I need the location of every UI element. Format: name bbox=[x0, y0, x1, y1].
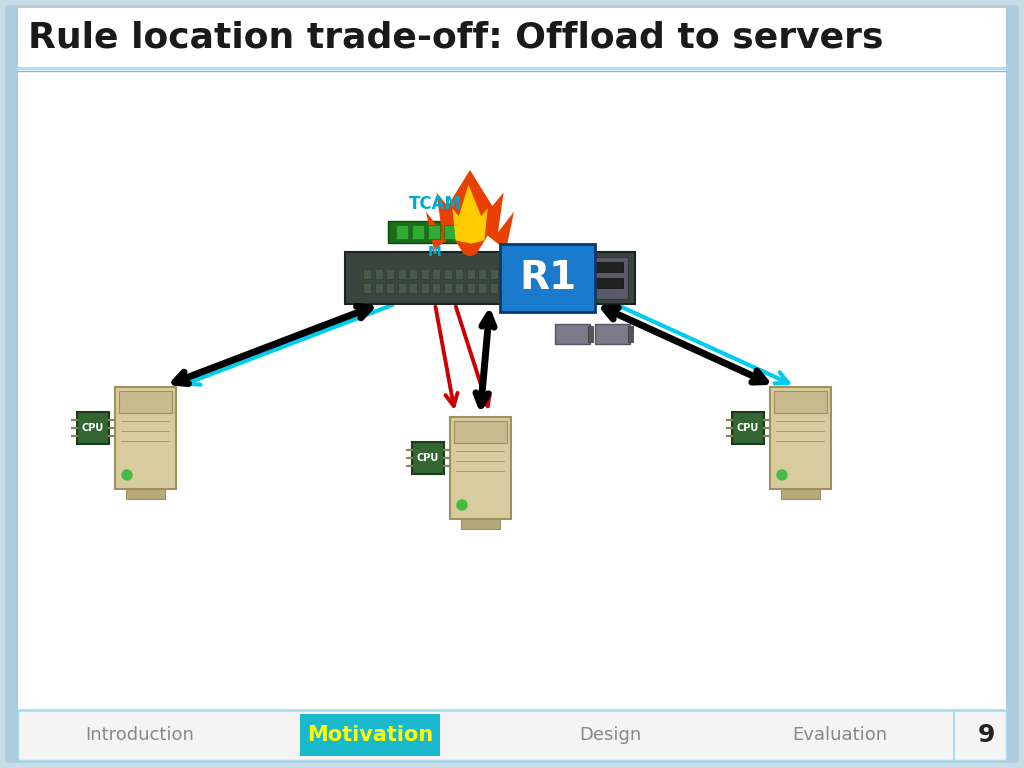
Bar bbox=[582, 283, 590, 293]
Bar bbox=[501, 269, 509, 279]
Bar bbox=[593, 283, 601, 293]
Bar bbox=[555, 324, 590, 344]
Text: 9: 9 bbox=[977, 723, 994, 747]
Bar bbox=[443, 283, 452, 293]
Bar bbox=[115, 387, 176, 489]
Bar bbox=[547, 269, 555, 279]
Bar bbox=[588, 326, 593, 342]
Bar bbox=[590, 257, 628, 299]
Bar bbox=[362, 283, 371, 293]
Bar bbox=[478, 269, 486, 279]
Bar bbox=[412, 225, 424, 239]
Bar bbox=[774, 391, 827, 413]
Bar bbox=[455, 283, 463, 293]
Bar bbox=[126, 489, 165, 499]
Bar bbox=[395, 225, 408, 239]
Bar bbox=[512, 269, 520, 279]
Polygon shape bbox=[426, 170, 514, 257]
Bar bbox=[375, 283, 383, 293]
Bar bbox=[582, 269, 590, 279]
Bar bbox=[478, 283, 486, 293]
Bar bbox=[443, 225, 456, 239]
Bar bbox=[558, 283, 566, 293]
Bar bbox=[345, 252, 635, 304]
Text: R1: R1 bbox=[519, 259, 577, 297]
Bar bbox=[512, 283, 520, 293]
Bar bbox=[460, 225, 471, 239]
Bar bbox=[455, 269, 463, 279]
Bar bbox=[409, 269, 417, 279]
Bar bbox=[595, 278, 623, 288]
Bar bbox=[386, 269, 394, 279]
Circle shape bbox=[777, 470, 787, 480]
Polygon shape bbox=[453, 184, 487, 243]
Bar bbox=[443, 269, 452, 279]
Circle shape bbox=[457, 500, 467, 510]
Bar bbox=[421, 269, 428, 279]
Bar bbox=[570, 269, 578, 279]
Text: M: M bbox=[428, 245, 442, 259]
Bar bbox=[547, 283, 555, 293]
Bar bbox=[386, 283, 394, 293]
Bar bbox=[558, 269, 566, 279]
Bar bbox=[1006, 8, 1016, 760]
Bar bbox=[77, 412, 109, 444]
Bar bbox=[119, 391, 172, 413]
Bar bbox=[397, 283, 406, 293]
Text: CPU: CPU bbox=[737, 423, 759, 433]
Bar bbox=[467, 269, 474, 279]
Bar bbox=[604, 283, 612, 293]
Bar bbox=[595, 324, 630, 344]
Bar bbox=[604, 269, 612, 279]
Bar bbox=[409, 283, 417, 293]
Bar bbox=[467, 283, 474, 293]
Bar bbox=[375, 269, 383, 279]
Bar bbox=[524, 283, 532, 293]
Bar bbox=[770, 387, 831, 489]
Text: CPU: CPU bbox=[82, 423, 104, 433]
Bar bbox=[732, 412, 764, 444]
Bar bbox=[570, 283, 578, 293]
Bar bbox=[8, 8, 18, 760]
Bar bbox=[412, 442, 444, 474]
Text: Motivation: Motivation bbox=[307, 725, 433, 745]
Bar bbox=[500, 244, 595, 312]
Bar bbox=[362, 269, 371, 279]
Bar bbox=[489, 269, 498, 279]
Bar bbox=[387, 221, 472, 243]
Bar bbox=[593, 269, 601, 279]
Bar bbox=[300, 714, 440, 756]
Bar bbox=[427, 225, 439, 239]
Bar bbox=[450, 417, 511, 519]
Text: Evaluation: Evaluation bbox=[793, 726, 888, 744]
Text: TCAM: TCAM bbox=[409, 195, 462, 213]
Bar bbox=[432, 283, 440, 293]
Bar bbox=[524, 269, 532, 279]
Bar bbox=[421, 283, 428, 293]
Text: CPU: CPU bbox=[417, 453, 439, 463]
Text: Rule location trade-off: Offload to servers: Rule location trade-off: Offload to serv… bbox=[28, 21, 884, 55]
Bar bbox=[397, 269, 406, 279]
Bar bbox=[781, 489, 820, 499]
Bar bbox=[18, 710, 1006, 760]
Bar bbox=[536, 269, 544, 279]
Bar bbox=[628, 326, 633, 342]
Text: Design: Design bbox=[579, 726, 641, 744]
Bar bbox=[536, 283, 544, 293]
Bar bbox=[461, 519, 500, 529]
Bar bbox=[501, 283, 509, 293]
Bar bbox=[489, 283, 498, 293]
Bar bbox=[432, 269, 440, 279]
Circle shape bbox=[122, 470, 132, 480]
Bar bbox=[595, 262, 623, 272]
Bar bbox=[454, 421, 507, 443]
Text: Introduction: Introduction bbox=[86, 726, 195, 744]
